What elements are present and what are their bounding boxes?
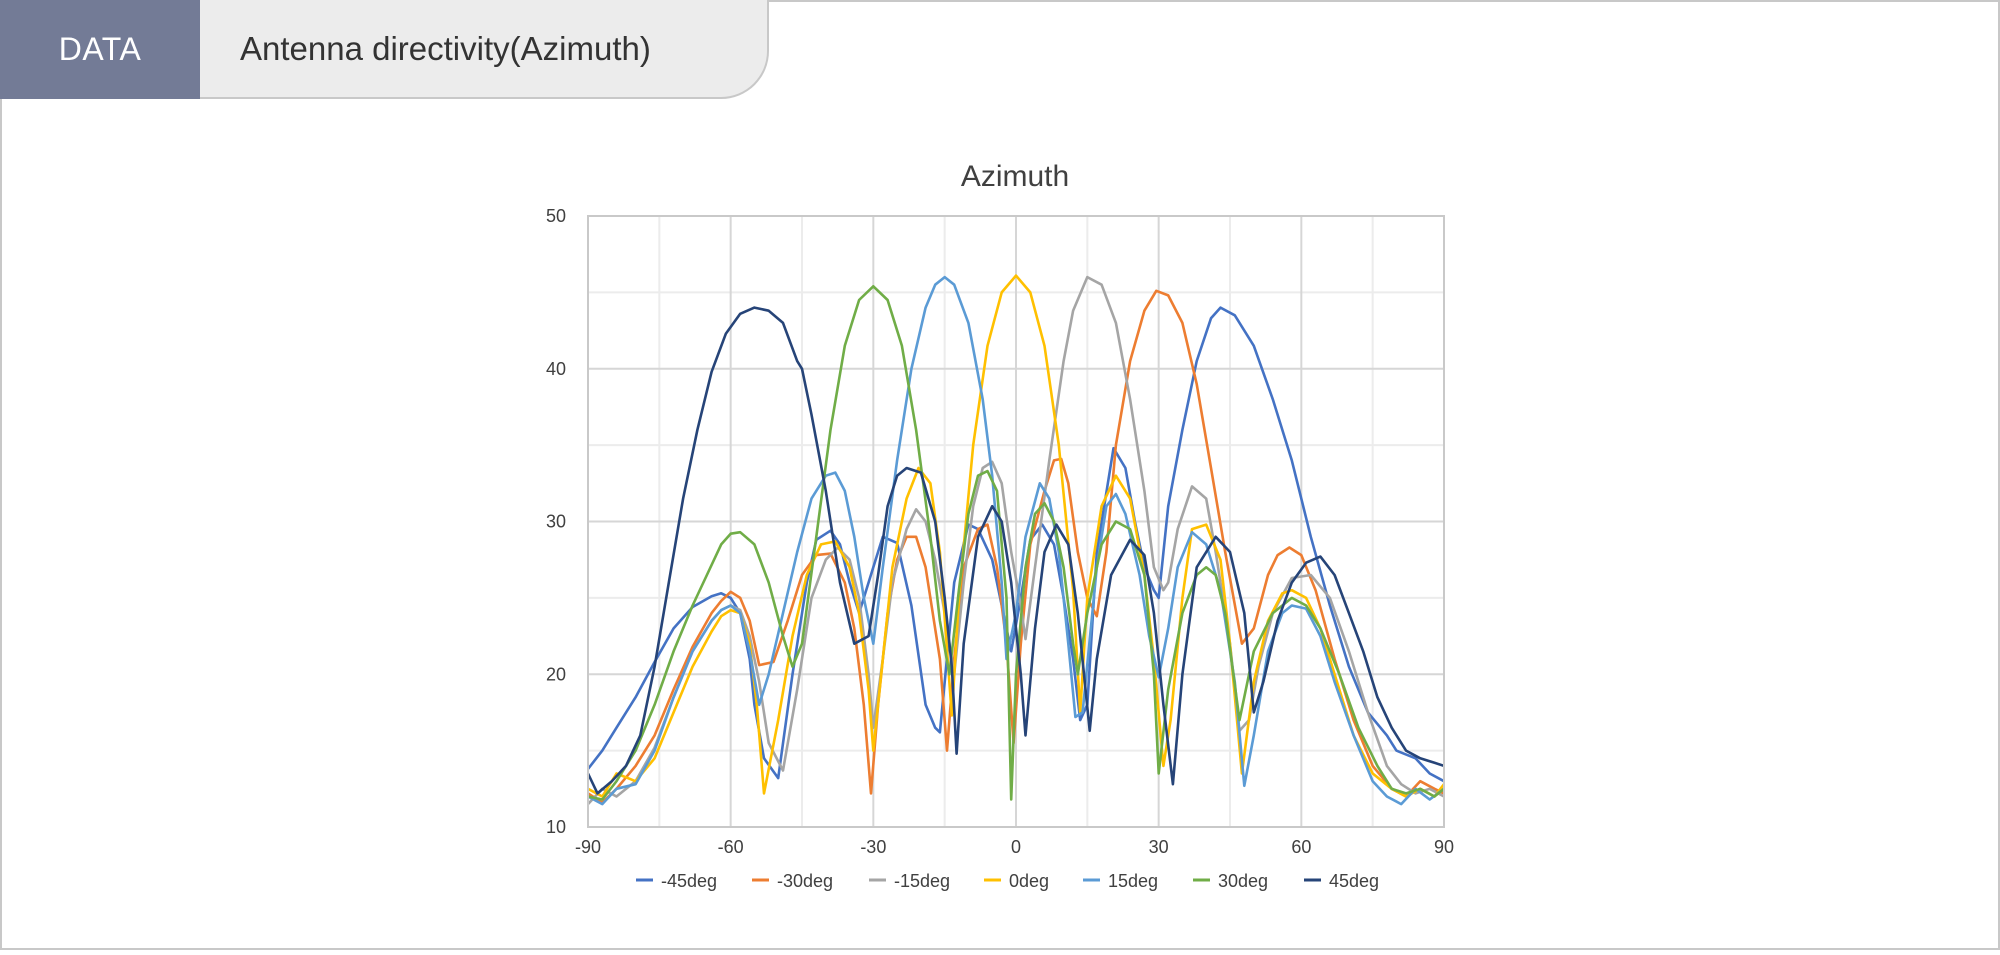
y-tick-label: 50 — [546, 206, 566, 226]
legend-item--45deg: -45deg — [636, 871, 717, 891]
legend-item-30deg: 30deg — [1193, 871, 1268, 891]
plot-area-border — [587, 215, 1445, 828]
y-tick-label: 20 — [546, 664, 566, 684]
legend-item-45deg: 45deg — [1304, 871, 1379, 891]
x-tick-label: 90 — [1434, 837, 1454, 857]
x-tick-label: -90 — [575, 837, 601, 857]
y-axis-tick-labels: 10 20 30 40 50 — [546, 206, 566, 837]
legend-label: 45deg — [1329, 871, 1379, 891]
data-series — [586, 274, 1446, 806]
legend-item--30deg: -30deg — [752, 871, 833, 891]
legend-label: 15deg — [1108, 871, 1158, 891]
legend-item-15deg: 15deg — [1083, 871, 1158, 891]
x-tick-label: -60 — [718, 837, 744, 857]
x-tick-label: -30 — [860, 837, 886, 857]
slide-header: DATA Antenna directivity(Azimuth) — [0, 0, 769, 99]
legend-label: -45deg — [661, 871, 717, 891]
major-gridlines — [587, 215, 1445, 828]
section-tag: DATA — [0, 0, 200, 99]
series-line-30deg — [587, 284, 1445, 801]
chart-legend: -45deg -30deg -15deg 0deg 15deg 30deg 45deg — [636, 871, 1379, 891]
y-tick-label: 30 — [546, 512, 566, 532]
legend-label: -30deg — [777, 871, 833, 891]
x-tick-label: 0 — [1011, 837, 1021, 857]
series-line--45deg — [586, 306, 1445, 783]
legend-label: -15deg — [894, 871, 950, 891]
x-tick-label: 30 — [1149, 837, 1169, 857]
series-line--15deg — [587, 275, 1445, 805]
y-tick-label: 10 — [546, 817, 566, 837]
chart-title: Azimuth — [961, 160, 1069, 193]
y-tick-label: 40 — [546, 359, 566, 379]
x-tick-label: 60 — [1291, 837, 1311, 857]
series-line-45deg — [586, 306, 1445, 795]
legend-item--15deg: -15deg — [869, 871, 950, 891]
page-title: Antenna directivity(Azimuth) — [200, 0, 769, 99]
legend-label: 0deg — [1009, 871, 1049, 891]
legend-item-0deg: 0deg — [984, 871, 1049, 891]
legend-label: 30deg — [1218, 871, 1268, 891]
x-axis-tick-labels: -90 -60 -30 0 30 60 90 — [575, 837, 1454, 857]
